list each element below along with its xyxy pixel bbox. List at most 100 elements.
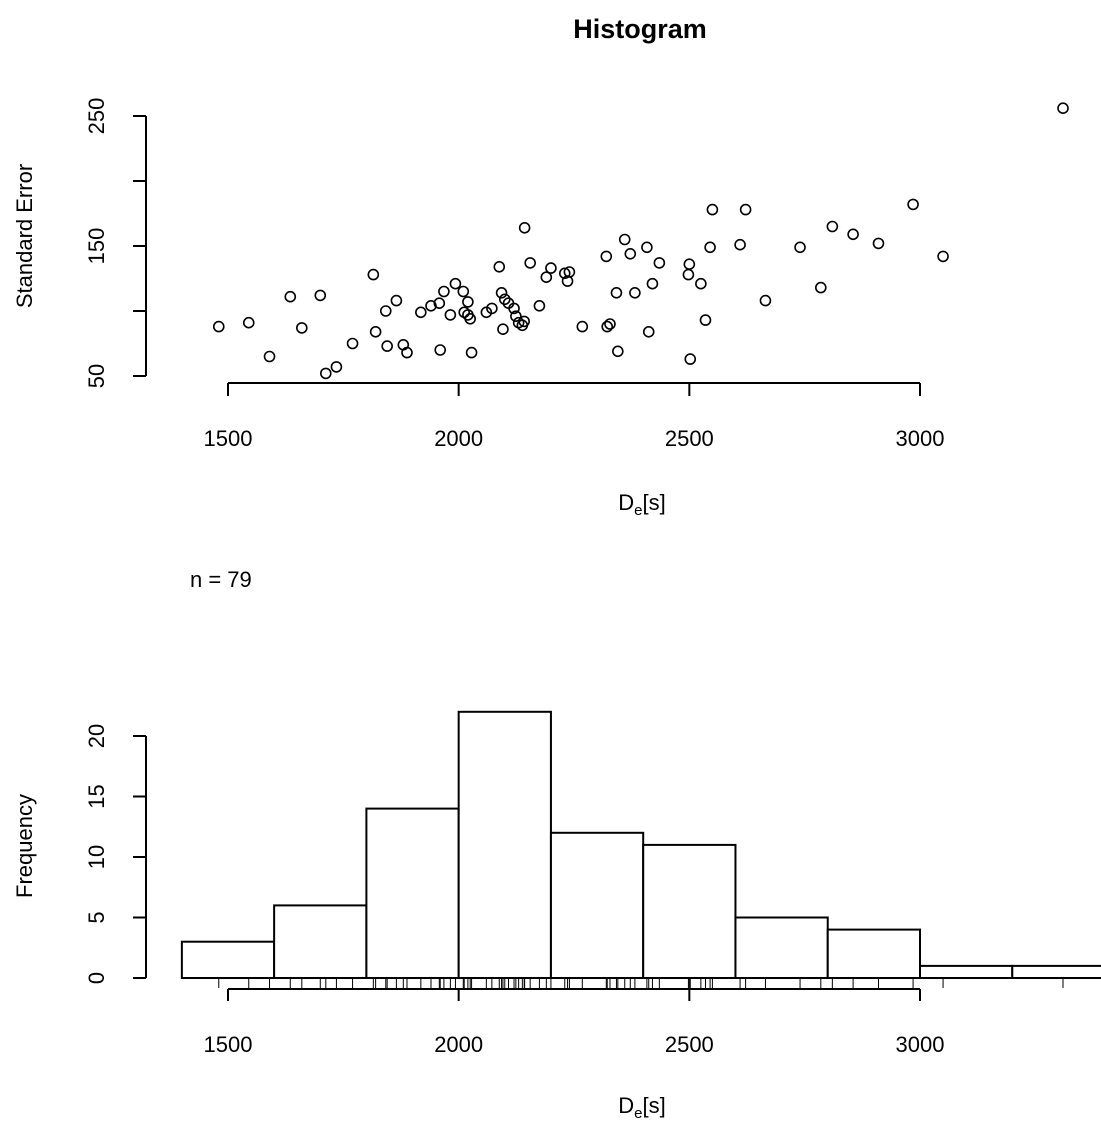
scatter-point: [508, 302, 520, 315]
scatter-point: [524, 257, 536, 269]
scatter-y-tick-label: 250: [84, 98, 109, 135]
scatter-point: [699, 314, 712, 326]
scatter-x-tick-label: 2000: [434, 426, 483, 451]
scatter-point: [242, 316, 255, 329]
scatter-point: [704, 241, 716, 254]
histogram-rug: [218, 979, 1064, 988]
scatter-point: [284, 290, 297, 303]
scatter-point: [646, 277, 659, 290]
scatter-point: [381, 340, 393, 352]
scatter-point: [518, 222, 531, 234]
scatter-x-tick-label: 2500: [665, 426, 714, 451]
scatter-point: [346, 337, 359, 350]
scatter-y-tick-label: 150: [84, 228, 109, 265]
scatter-point: [465, 346, 478, 359]
scatter-point: [612, 345, 624, 358]
scatter-point: [684, 353, 697, 365]
scatter-point: [872, 237, 885, 250]
scatter-point: [320, 367, 332, 380]
histogram-bar: [919, 964, 1014, 980]
scatter-point: [415, 306, 427, 319]
scatter-point: [642, 325, 655, 338]
scatter-point: [618, 233, 631, 246]
scatter-point: [434, 344, 447, 356]
histogram-bar: [642, 843, 737, 980]
scatter-y-tick-label: 50: [84, 364, 109, 388]
scatter-point: [379, 305, 392, 317]
scatter-point: [438, 285, 450, 298]
histogram-y-tick-label: 20: [84, 724, 109, 748]
scatter-point: [545, 262, 557, 274]
histogram-x-tick-label: 2500: [665, 1032, 714, 1057]
scatter-point: [601, 320, 614, 333]
scatter-point: [495, 286, 508, 299]
scatter-point: [369, 325, 382, 338]
scatter-point: [576, 320, 589, 333]
scatter-panel: 1500 2000 2500 3000 50 150 250 De[s] Standard…: [12, 98, 1069, 519]
scatter-point: [907, 198, 919, 211]
scatter-point: [486, 302, 498, 315]
histogram-bars: [180, 710, 1101, 980]
scatter-point: [533, 299, 546, 312]
scatter-point: [682, 268, 695, 281]
scatter-point: [444, 309, 457, 321]
scatter-point: [629, 286, 641, 299]
sample-size-annotation: n = 79: [190, 567, 252, 592]
scatter-point: [604, 318, 616, 330]
histogram-bar: [365, 807, 460, 979]
scatter-point: [759, 294, 772, 307]
histogram-y-tick-label: 10: [84, 845, 109, 869]
scatter-point: [1057, 102, 1069, 114]
scatter-point: [510, 310, 522, 323]
histogram-x-tick-label: 3000: [896, 1032, 945, 1057]
histogram-bar: [549, 831, 645, 979]
scatter-x-label: De[s]: [618, 490, 665, 519]
histogram-bar: [273, 904, 368, 980]
scatter-point: [401, 346, 413, 359]
scatter-point: [563, 266, 576, 278]
scatter-point: [314, 289, 327, 302]
scatter-point: [558, 267, 571, 280]
chart-title: Histogram: [573, 14, 707, 44]
histogram-x-label: De[s]: [618, 1093, 665, 1122]
histogram-bar: [734, 916, 829, 979]
scatter-point: [847, 228, 859, 241]
scatter-x-axis: 1500 2000 2500 3000: [204, 382, 945, 451]
scatter-point: [641, 241, 653, 254]
scatter-point: [600, 250, 613, 263]
scatter-y-label: Standard Error: [12, 164, 37, 308]
histogram-x-tick-label: 2000: [434, 1032, 483, 1057]
scatter-point: [390, 294, 403, 307]
scatter-point: [462, 296, 474, 308]
scatter-point: [498, 293, 511, 306]
scatter-point: [794, 241, 806, 254]
scatter-point: [263, 350, 276, 363]
scatter-point: [610, 286, 623, 299]
scatter-x-tick-label: 1500: [204, 426, 253, 451]
scatter-point: [540, 271, 553, 284]
scatter-point: [937, 250, 949, 263]
scatter-x-tick-label: 3000: [896, 426, 945, 451]
scatter-point: [367, 268, 380, 281]
scatter-point: [653, 257, 666, 269]
histogram-panel: 1500 2000 2500 3000 0 5 10 15 20 De[s] Frequenc…: [12, 710, 1101, 1122]
scatter-point: [695, 277, 707, 290]
scatter-points: [212, 102, 1069, 380]
scatter-point: [739, 203, 752, 216]
histogram-y-tick-label: 0: [84, 972, 109, 984]
scatter-point: [330, 361, 343, 373]
histogram-y-tick-label: 15: [84, 784, 109, 808]
scatter-point: [518, 315, 530, 328]
scatter-point: [815, 281, 827, 294]
scatter-point: [826, 220, 839, 233]
scatter-point: [497, 323, 509, 336]
histogram-y-label: Frequency: [12, 794, 37, 898]
scatter-point: [734, 238, 746, 251]
scatter-point: [212, 320, 225, 333]
scatter-point: [464, 312, 477, 325]
scatter-point: [296, 322, 308, 334]
histogram-y-tick-label: 5: [84, 911, 109, 923]
scatter-point: [683, 258, 696, 271]
scatter-point: [493, 260, 506, 273]
